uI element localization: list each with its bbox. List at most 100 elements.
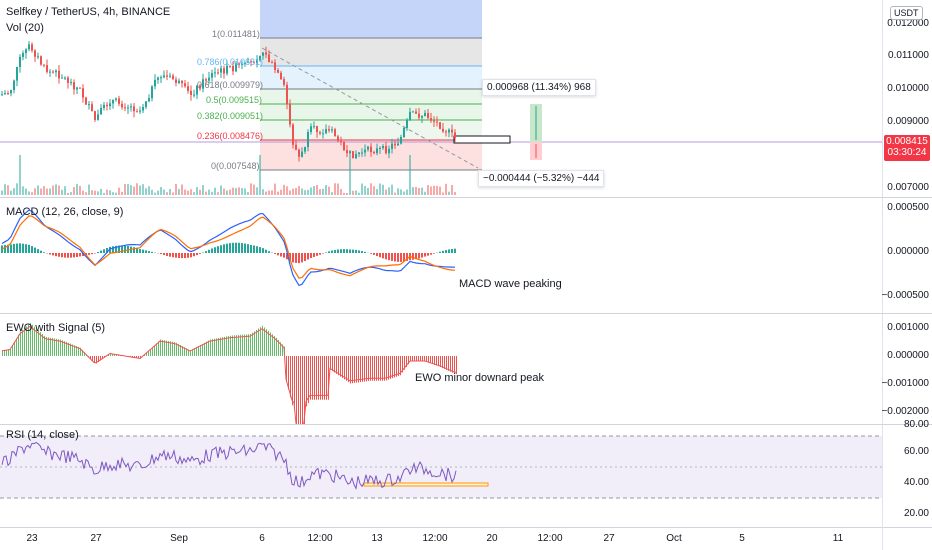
rsi-label[interactable]: RSI (14, close) — [6, 429, 79, 441]
candle-body — [316, 126, 318, 133]
price-tick: 0.011000 — [888, 50, 929, 61]
ewo-histogram-bar — [400, 356, 401, 376]
ewo-histogram-bar — [176, 342, 177, 356]
candle-body — [55, 70, 57, 73]
ewo-histogram-bar — [182, 346, 183, 356]
pane-divider[interactable] — [0, 313, 932, 314]
ewo-histogram-bar — [264, 327, 265, 356]
ewo-histogram-bar — [290, 356, 291, 398]
measure-down-label[interactable]: −0.000444 (−5.32%) −444 — [478, 170, 605, 187]
macd-label[interactable]: MACD (12, 26, close, 9) — [6, 206, 124, 218]
pane-divider[interactable] — [0, 424, 932, 425]
ewo-pane[interactable]: EWO with Signal (5) EWO minor downard pe… — [0, 314, 882, 424]
volume-bar — [280, 189, 282, 195]
macd-histogram-bar — [103, 249, 105, 253]
candle-body — [127, 107, 129, 109]
ewo-histogram-bar — [68, 342, 69, 356]
macd-histogram-bar — [295, 253, 297, 263]
volume-bar — [172, 192, 174, 195]
volume-bar — [46, 188, 48, 195]
ewo-axis[interactable]: 0.001000 0.000000 −0.001000 −0.002000 — [881, 314, 932, 424]
volume-bar — [214, 187, 216, 195]
candle-body — [49, 71, 51, 73]
volume-bar — [202, 185, 204, 195]
pane-divider[interactable] — [0, 197, 932, 198]
macd-histogram-bar — [430, 253, 432, 255]
macd-histogram-bar — [217, 246, 219, 253]
candle-body — [241, 63, 243, 66]
volume-bar — [61, 189, 63, 195]
ewo-histogram-bar — [384, 356, 385, 381]
ewo-histogram-bar — [184, 347, 185, 356]
macd-histogram-bar — [76, 253, 78, 258]
macd-histogram-bar — [55, 253, 57, 257]
volume-bar — [148, 186, 150, 195]
ewo-histogram-bar — [226, 336, 227, 356]
rsi-tick: 20.00 — [903, 508, 929, 519]
volume-bar — [358, 192, 360, 195]
price-axis[interactable]: 0.012000 0.011000 0.010000 0.009000 0.00… — [882, 0, 932, 197]
ewo-histogram-bar — [132, 356, 133, 358]
candle-body — [217, 72, 219, 74]
volume-bar — [97, 191, 99, 195]
candle-body — [196, 85, 198, 95]
ewo-label[interactable]: EWO with Signal (5) — [6, 322, 106, 334]
ewo-histogram-bar — [22, 329, 23, 356]
macd-histogram-bar — [370, 253, 372, 254]
candle-body — [43, 64, 45, 66]
ewo-histogram-bar — [280, 342, 281, 356]
ewo-histogram-bar — [204, 342, 205, 356]
macd-histogram-bar — [142, 249, 144, 253]
time-axis[interactable]: 23 27 Sep 6 12:00 13 12:00 20 12:00 27 O… — [0, 527, 882, 550]
rsi-axis[interactable]: 80.00 60.00 40.00 20.00 — [882, 419, 932, 527]
macd-pane[interactable]: MACD (12, 26, close, 9) MACD wave peakin… — [0, 198, 882, 313]
volume-bar — [13, 188, 15, 195]
candle-body — [103, 104, 105, 109]
ewo-histogram-bar — [234, 335, 235, 356]
candle-body — [268, 54, 270, 63]
ewo-histogram-bar — [342, 356, 343, 378]
price-tick: 0.012000 — [887, 18, 929, 29]
time-tick: Sep — [170, 533, 188, 544]
ewo-histogram-bar — [254, 331, 255, 356]
macd-axis[interactable]: 0.000500 0.000000 −0.000500 — [881, 198, 932, 313]
candle-body — [430, 118, 432, 121]
volume-bar — [292, 188, 294, 195]
ewo-histogram-bar — [456, 356, 457, 375]
volume-bar — [124, 183, 126, 195]
fib-level-1: 1(0.011481) — [212, 29, 260, 39]
volume-bar — [1, 190, 3, 195]
macd-histogram-bar — [37, 249, 39, 253]
ewo-histogram-bar — [242, 334, 243, 356]
volume-bar — [25, 188, 27, 195]
fib-level-0786: 0.786(0.010631) — [197, 57, 264, 67]
volume-bar — [4, 184, 6, 195]
ewo-histogram-bar — [174, 342, 175, 356]
volume-bar — [16, 183, 18, 195]
candle-body — [247, 61, 249, 63]
volume-bar — [55, 184, 57, 195]
volume-bar — [304, 190, 306, 195]
settings-corner[interactable] — [882, 527, 932, 550]
ewo-histogram-bar — [90, 356, 91, 359]
ewo-histogram-bar — [58, 339, 59, 356]
volume-bar — [259, 155, 261, 195]
currency-badge[interactable]: USDT — [890, 6, 923, 20]
ewo-histogram-bar — [82, 349, 83, 356]
volume-bar — [250, 183, 252, 195]
macd-histogram-bar — [268, 251, 270, 253]
candle-body — [136, 111, 138, 113]
rsi-pane[interactable]: RSI (14, close) — [0, 425, 882, 527]
measure-up-label[interactable]: 0.000968 (11.34%) 968 — [482, 79, 596, 96]
ewo-histogram-bar — [392, 356, 393, 379]
candle-body — [130, 106, 132, 108]
candle-body — [40, 56, 42, 65]
ewo-histogram-bar — [382, 356, 383, 381]
ewo-histogram-bar — [8, 349, 9, 356]
volume-label[interactable]: Vol (20) — [6, 22, 44, 34]
rsi-tick: 60.00 — [903, 446, 929, 457]
ewo-histogram-bar — [178, 343, 179, 356]
symbol-title[interactable]: Selfkey / TetherUS, 4h, BINANCE — [6, 6, 171, 18]
price-pane[interactable]: Selfkey / TetherUS, 4h, BINANCE Vol (20)… — [0, 0, 882, 197]
candle-body — [292, 124, 294, 145]
